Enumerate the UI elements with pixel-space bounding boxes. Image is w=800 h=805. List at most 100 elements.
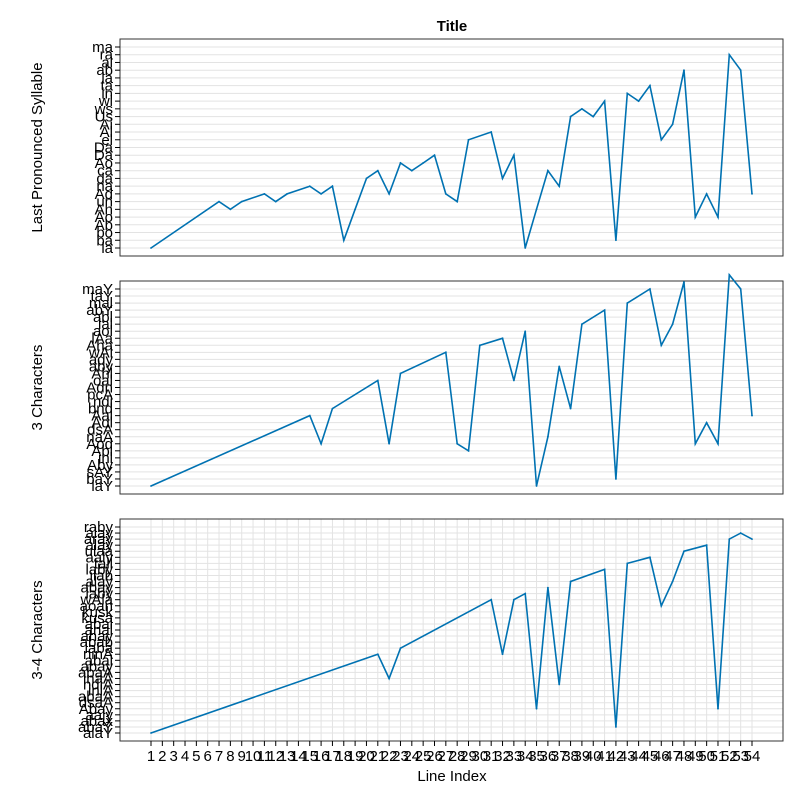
y-tick-label: wAl bbox=[88, 344, 113, 361]
y-tick-label: inlA bbox=[88, 683, 113, 700]
data-point bbox=[558, 185, 561, 188]
y-tick-label: la bbox=[101, 240, 113, 257]
y-tick-label: ndiA bbox=[83, 677, 113, 694]
y-tick-label: abaA bbox=[78, 689, 113, 706]
data-point bbox=[478, 344, 481, 347]
x-tick-label: 16 bbox=[313, 748, 330, 765]
y-tick-label: alay bbox=[85, 537, 113, 554]
data-point bbox=[433, 154, 436, 157]
data-point bbox=[456, 200, 459, 203]
x-tick-label: 38 bbox=[562, 748, 579, 765]
x-tick-label: 40 bbox=[585, 748, 602, 765]
y-tick-label: aray bbox=[84, 531, 114, 548]
x-tick-label: 7 bbox=[215, 748, 223, 765]
x-tick-label: 26 bbox=[426, 748, 443, 765]
data-point bbox=[388, 677, 391, 680]
y-tick-label: laby bbox=[85, 561, 113, 578]
y-tick-label: laY bbox=[91, 478, 113, 495]
gridlines bbox=[120, 46, 783, 249]
data-point bbox=[705, 421, 708, 424]
data-point bbox=[569, 407, 572, 410]
data-point bbox=[365, 177, 368, 180]
data-point bbox=[512, 598, 515, 601]
data-point bbox=[626, 92, 629, 95]
y-tick-label: Aal bbox=[91, 408, 113, 425]
data-point bbox=[546, 586, 549, 589]
y-tick-label: kusa bbox=[81, 610, 113, 627]
y-tick-label: na bbox=[96, 178, 113, 195]
data-point bbox=[660, 138, 663, 141]
x-tick-label: 14 bbox=[290, 748, 307, 765]
data-point bbox=[546, 169, 549, 172]
x-tick-label: 50 bbox=[698, 748, 715, 765]
y-tick-label: abaY bbox=[78, 719, 113, 736]
x-tick-label: 27 bbox=[437, 748, 454, 765]
data-point bbox=[683, 281, 685, 283]
data-point bbox=[150, 732, 152, 734]
data-point bbox=[218, 200, 220, 203]
x-tick-label: 42 bbox=[608, 748, 625, 765]
y-tick-label: abl bbox=[93, 309, 113, 326]
y-tick-label: abal bbox=[85, 652, 113, 669]
x-tick-label: 36 bbox=[540, 748, 557, 765]
data-point bbox=[671, 323, 674, 326]
y-tick-label: raby bbox=[84, 519, 114, 536]
y-tick-label: An bbox=[95, 201, 113, 218]
data-point bbox=[728, 53, 731, 56]
data-point bbox=[456, 442, 459, 445]
y-axis-label: 3-4 Characters bbox=[29, 580, 46, 679]
x-tick-label: 2 bbox=[158, 748, 166, 765]
x-tick-label: 37 bbox=[551, 748, 568, 765]
x-tick-label: 5 bbox=[192, 748, 200, 765]
y-tick-label: aaly bbox=[85, 549, 113, 566]
series-points bbox=[150, 532, 753, 734]
y-tick-label: kusk bbox=[82, 604, 113, 621]
data-point bbox=[626, 302, 629, 304]
x-tick-label: 24 bbox=[403, 748, 420, 765]
x-tick-label: 31 bbox=[483, 748, 500, 765]
data-point bbox=[728, 538, 731, 541]
data-point bbox=[150, 485, 152, 487]
gridlines bbox=[120, 288, 783, 487]
y-tick-label: Ad bbox=[95, 186, 113, 203]
data-point bbox=[546, 435, 549, 438]
data-point bbox=[728, 274, 731, 276]
y-tick-label: anal bbox=[85, 622, 113, 639]
data-point bbox=[263, 192, 266, 195]
y-axis-label: 3 Characters bbox=[29, 345, 46, 431]
x-tick-label: 43 bbox=[619, 748, 636, 765]
x-tick-label: 51 bbox=[710, 748, 727, 765]
data-point bbox=[717, 216, 719, 218]
x-tick-label: 39 bbox=[574, 748, 591, 765]
x-tick-label: 22 bbox=[381, 748, 398, 765]
data-point bbox=[331, 407, 334, 410]
data-point bbox=[671, 580, 674, 583]
series-points bbox=[150, 274, 753, 487]
chart-title: Title bbox=[437, 18, 468, 35]
y-tick-label: Da bbox=[94, 147, 114, 164]
y-tick-label: sAY bbox=[87, 464, 113, 481]
data-point bbox=[581, 107, 583, 110]
x-tick-label: 4 bbox=[181, 748, 189, 765]
y-tick-label: abaA bbox=[78, 664, 113, 681]
data-point bbox=[422, 162, 425, 164]
data-point bbox=[444, 351, 447, 354]
x-tick-label: 46 bbox=[653, 748, 670, 765]
data-point bbox=[320, 442, 322, 445]
data-point bbox=[501, 653, 504, 656]
data-point bbox=[569, 580, 572, 583]
y-ticks: lababoAbAoAnunAdnadacaAoDaDaelAlAiUswswi… bbox=[92, 39, 120, 257]
data-point bbox=[603, 568, 606, 571]
y-tick-label: lnaA bbox=[83, 670, 113, 687]
x-ticks: 1 2 3 4 5 6 7 8 91011121314151617181920212223242… bbox=[147, 741, 761, 765]
x-tick-label: 9 bbox=[238, 748, 246, 765]
y-tick-label: abay bbox=[80, 580, 113, 597]
data-point bbox=[524, 330, 527, 333]
y-tick-label: wi bbox=[98, 93, 113, 110]
y-tick-label: Al bbox=[100, 124, 113, 141]
x-tick-label: 32 bbox=[494, 748, 511, 765]
y-tick-label: ma bbox=[92, 39, 113, 56]
y-tick-label: Ao bbox=[95, 155, 113, 172]
x-tick-label: 54 bbox=[744, 748, 761, 765]
data-point bbox=[626, 562, 629, 565]
